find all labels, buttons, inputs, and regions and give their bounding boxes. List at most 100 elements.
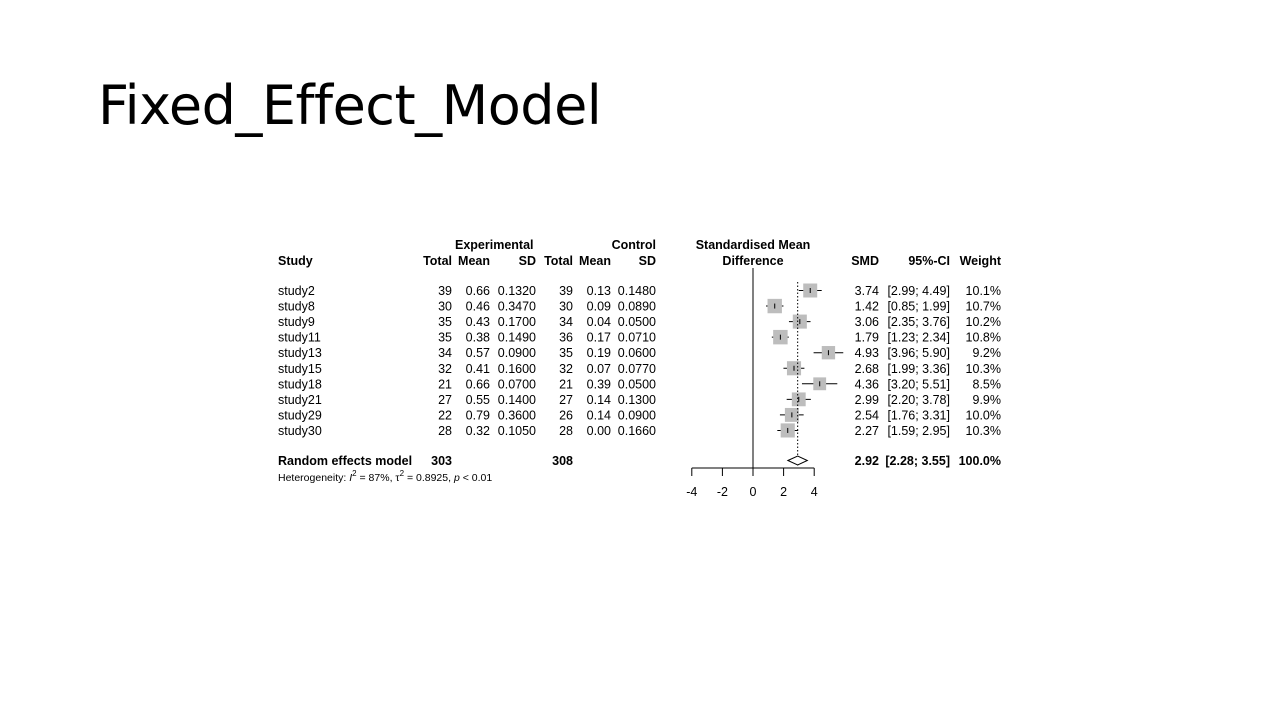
pooled-e-total: 303 [431, 454, 452, 468]
cell-c-sd: 0.0500 [618, 315, 656, 329]
cell-c-mean: 0.00 [587, 424, 611, 438]
study-name: study11 [278, 331, 321, 345]
cell-ci: [2.20; 3.78] [887, 393, 950, 407]
cell-e-total: 30 [438, 300, 452, 314]
cell-weight: 9.9% [973, 393, 1002, 407]
pooled-smd: 2.92 [855, 454, 879, 468]
cell-weight: 10.0% [966, 408, 1001, 422]
cell-c-mean: 0.19 [587, 346, 611, 360]
cell-c-mean: 0.13 [587, 284, 611, 298]
pooled-row: Random effects model 303 308 2.92 [2.28;… [278, 454, 1001, 468]
pooled-ci: [2.28; 3.55] [885, 454, 950, 468]
cell-c-sd: 0.0890 [618, 300, 656, 314]
cell-e-total: 35 [438, 331, 452, 345]
study-name: study29 [278, 408, 322, 422]
pooled-c-total: 308 [552, 454, 573, 468]
cell-ci: [1.23; 2.34] [887, 331, 950, 345]
cell-weight: 10.3% [966, 362, 1001, 376]
cell-c-total: 21 [559, 377, 573, 391]
heterogeneity-note: Heterogeneity: I2 = 87%, τ2 = 0.8925, p … [278, 469, 492, 484]
study-name: study18 [278, 377, 322, 391]
cell-weight: 10.1% [966, 284, 1001, 298]
pooled-diamond [786, 455, 809, 466]
cell-e-mean: 0.32 [466, 424, 490, 438]
cell-e-total: 28 [438, 424, 452, 438]
cell-c-mean: 0.17 [587, 331, 611, 345]
cell-weight: 10.3% [966, 424, 1001, 438]
cell-ci: [2.35; 3.76] [887, 315, 950, 329]
cell-e-sd: 0.0700 [498, 377, 536, 391]
cell-c-total: 39 [559, 284, 573, 298]
header-control: Control [612, 238, 656, 252]
cell-c-mean: 0.39 [587, 377, 611, 391]
cell-ci: [1.99; 3.36] [887, 362, 950, 376]
cell-c-sd: 0.1660 [618, 424, 656, 438]
cell-ci: [2.99; 4.49] [887, 284, 950, 298]
table-row: study15 32 0.41 0.1600 32 0.07 0.0770 2.68 [1.99… [278, 362, 1001, 376]
cell-e-total: 39 [438, 284, 452, 298]
cell-e-sd: 0.1400 [498, 393, 536, 407]
header-c-total: Total [544, 254, 573, 268]
cell-e-mean: 0.46 [466, 300, 490, 314]
cell-c-mean: 0.14 [587, 393, 611, 407]
table-row: study21 27 0.55 0.1400 27 0.14 0.1300 2.99 [2.20… [278, 393, 1001, 407]
cell-c-total: 27 [559, 393, 573, 407]
header-smd-line1: Standardised Mean [696, 238, 811, 252]
study-rows: study2 39 0.66 0.1320 39 0.13 0.1480 3.74 [2.99;… [278, 284, 1001, 438]
study-name: study8 [278, 300, 315, 314]
cell-e-sd: 0.1490 [498, 331, 536, 345]
pooled-label: Random effects model [278, 454, 412, 468]
cell-e-total: 35 [438, 315, 452, 329]
cell-c-total: 26 [559, 408, 573, 422]
table-row: study30 28 0.32 0.1050 28 0.00 0.1660 2.27 [1.59… [278, 424, 1001, 438]
het-p-value: < 0.01 [460, 472, 493, 484]
header-study: Study [278, 254, 313, 268]
x-tick-label: -4 [686, 485, 697, 499]
study-name: study9 [278, 315, 315, 329]
cell-smd: 4.36 [855, 377, 879, 391]
cell-smd: 2.54 [855, 408, 879, 422]
cell-e-total: 22 [438, 408, 452, 422]
cell-ci: [3.96; 5.90] [887, 346, 950, 360]
cell-weight: 9.2% [973, 346, 1002, 360]
cell-e-sd: 0.1050 [498, 424, 536, 438]
cell-c-mean: 0.04 [587, 315, 611, 329]
cell-ci: [0.85; 1.99] [887, 300, 950, 314]
header-weight: Weight [960, 254, 1002, 268]
study-name: study13 [278, 346, 322, 360]
cell-c-total: 30 [559, 300, 573, 314]
study-name: study2 [278, 284, 315, 298]
cell-e-mean: 0.79 [466, 408, 490, 422]
cell-e-mean: 0.57 [466, 346, 490, 360]
header-smd-line2: Difference [722, 254, 783, 268]
het-i2-symbol: I [349, 472, 352, 484]
cell-c-total: 36 [559, 331, 573, 345]
cell-c-sd: 0.0770 [618, 362, 656, 376]
cell-e-mean: 0.66 [466, 377, 490, 391]
cell-c-mean: 0.07 [587, 362, 611, 376]
cell-e-sd: 0.0900 [498, 346, 536, 360]
header-e-mean: Mean [458, 254, 490, 268]
header-experimental: Experimental [455, 238, 534, 252]
cell-weight: 10.7% [966, 300, 1001, 314]
study-name: study30 [278, 424, 322, 438]
cell-c-total: 35 [559, 346, 573, 360]
het-tau2-sup: 2 [400, 469, 405, 478]
cell-c-sd: 0.1300 [618, 393, 656, 407]
cell-e-mean: 0.66 [466, 284, 490, 298]
cell-e-mean: 0.43 [466, 315, 490, 329]
cell-c-mean: 0.09 [587, 300, 611, 314]
slide-title: Fixed_Effect_Model [98, 74, 602, 137]
cell-c-sd: 0.0500 [618, 377, 656, 391]
table-row: study2 39 0.66 0.1320 39 0.13 0.1480 3.74 [2.99;… [278, 284, 1001, 298]
cell-e-mean: 0.55 [466, 393, 490, 407]
header-smd: SMD [851, 254, 879, 268]
cell-ci: [1.76; 3.31] [887, 408, 950, 422]
cell-e-mean: 0.38 [466, 331, 490, 345]
cell-e-total: 34 [438, 346, 452, 360]
cell-e-sd: 0.3600 [498, 408, 536, 422]
het-i2-sup: 2 [352, 469, 357, 478]
table-row: study11 35 0.38 0.1490 36 0.17 0.0710 1.79 [1.23… [278, 331, 1001, 345]
header-c-mean: Mean [579, 254, 611, 268]
